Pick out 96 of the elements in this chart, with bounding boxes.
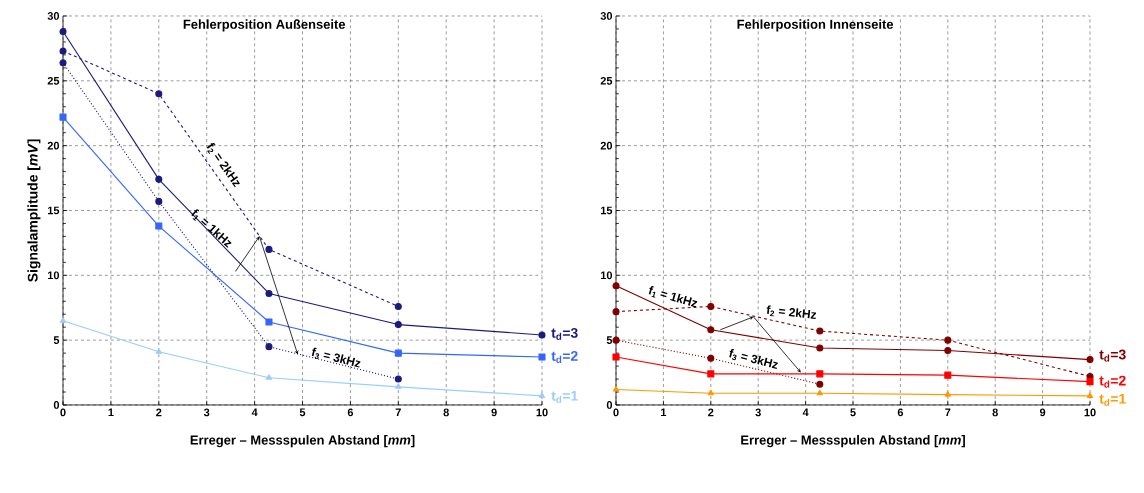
- point: [59, 317, 67, 323]
- y-tick-label: 30: [600, 12, 613, 20]
- y-tick-label: 20: [600, 141, 613, 150]
- point: [265, 318, 273, 326]
- y-tick-label: 0: [606, 401, 613, 409]
- series-label: t$_{d}$=3: [1099, 349, 1126, 362]
- point: [265, 289, 273, 298]
- point: [155, 197, 163, 205]
- point: [395, 383, 402, 389]
- x-tick-label: 1: [108, 408, 114, 417]
- x-tick-label: 3: [755, 408, 761, 417]
- point: [944, 371, 952, 379]
- point: [265, 374, 273, 380]
- point: [816, 370, 824, 378]
- point: [538, 331, 546, 339]
- point: [816, 344, 824, 352]
- x-tick-label: 0: [60, 408, 66, 417]
- point: [612, 385, 620, 392]
- point: [155, 90, 163, 98]
- point: [155, 222, 163, 230]
- point: [816, 389, 823, 396]
- x-tick-label: 7: [945, 408, 951, 417]
- chart-title: Fehlerposition Außenseite: [183, 19, 346, 32]
- point: [707, 302, 715, 310]
- point: [155, 175, 163, 183]
- annotation: f$_{3}$ = 3kHz: [729, 349, 778, 369]
- point: [612, 282, 620, 290]
- y-tick-label: 25: [600, 76, 613, 85]
- point: [59, 113, 67, 121]
- y-tick-label: 10: [47, 271, 60, 280]
- point: [538, 353, 546, 361]
- x-tick-label: 5: [299, 408, 306, 417]
- y-tick-label: 30: [47, 12, 60, 20]
- point: [155, 348, 162, 354]
- point: [707, 389, 714, 396]
- x-tick-label: 9: [1039, 408, 1046, 417]
- point: [707, 370, 715, 378]
- point: [394, 349, 402, 357]
- point: [394, 302, 402, 310]
- x-tick-label: 8: [443, 408, 449, 417]
- x-tick-label: 0: [613, 408, 619, 417]
- point: [59, 47, 67, 55]
- x-tick-label: 5: [850, 408, 856, 417]
- annotation: f$_{1}$ = 1kHz: [648, 286, 698, 308]
- x-tick-label: 8: [992, 408, 998, 417]
- point: [1086, 356, 1094, 364]
- point: [394, 375, 402, 383]
- point: [59, 59, 67, 67]
- y-axis-title: Signalamplitude [mV]: [27, 139, 41, 282]
- point: [944, 346, 952, 355]
- y-tick-label: 5: [606, 336, 613, 344]
- x-tick-label: 6: [897, 408, 904, 417]
- x-axis-title: Erreger – Messspulen Abstand [mm]: [190, 435, 415, 448]
- point: [265, 245, 273, 253]
- point: [816, 380, 824, 388]
- point: [707, 326, 715, 334]
- x-tick-label: 7: [395, 408, 401, 417]
- point: [944, 336, 952, 344]
- y-tick-label: 15: [47, 206, 60, 215]
- point: [612, 336, 620, 344]
- annotation: f$_{3}$ = 3kHz: [311, 347, 361, 368]
- annotation: f$_{2}$ = 2kHz: [766, 305, 817, 319]
- x-axis-title: Erreger – Messspulen Abstand [mm]: [741, 435, 965, 448]
- point: [612, 353, 620, 361]
- chart-title: Fehlerposition Innenseite: [737, 19, 894, 32]
- x-tick-label: 9: [491, 408, 497, 417]
- x-tick-label: 4: [802, 408, 809, 417]
- y-tick-label: 0: [53, 401, 60, 409]
- series-label: t$_{d}$=2: [551, 351, 578, 363]
- y-tick-label: 15: [600, 206, 613, 215]
- point: [707, 354, 715, 362]
- point: [612, 308, 620, 316]
- series-label: t$_{d}$=1: [1099, 393, 1126, 406]
- x-tick-label: 2: [708, 408, 714, 417]
- point: [816, 327, 824, 335]
- x-tick-label: 3: [203, 408, 210, 417]
- x-tick-label: 2: [156, 408, 162, 417]
- point: [1086, 392, 1094, 398]
- series-label: t$_{d}$=1: [551, 390, 578, 403]
- point: [59, 28, 67, 36]
- point: [944, 391, 951, 397]
- y-tick-label: 20: [47, 141, 60, 150]
- x-tick-label: 10: [536, 408, 548, 417]
- y-tick-label: 10: [600, 271, 613, 280]
- y-tick-label: 5: [53, 336, 60, 344]
- point: [1086, 378, 1094, 386]
- series-label: t$_{d}$=3: [551, 327, 578, 340]
- x-tick-label: 6: [347, 408, 354, 417]
- point: [265, 343, 273, 351]
- x-tick-label: 4: [251, 408, 258, 417]
- y-tick-label: 25: [47, 76, 60, 85]
- x-tick-label: 10: [1084, 408, 1096, 417]
- series-label: t$_{d}$=2: [1099, 375, 1126, 388]
- point: [394, 321, 402, 329]
- point: [538, 392, 546, 398]
- x-tick-label: 1: [661, 408, 667, 417]
